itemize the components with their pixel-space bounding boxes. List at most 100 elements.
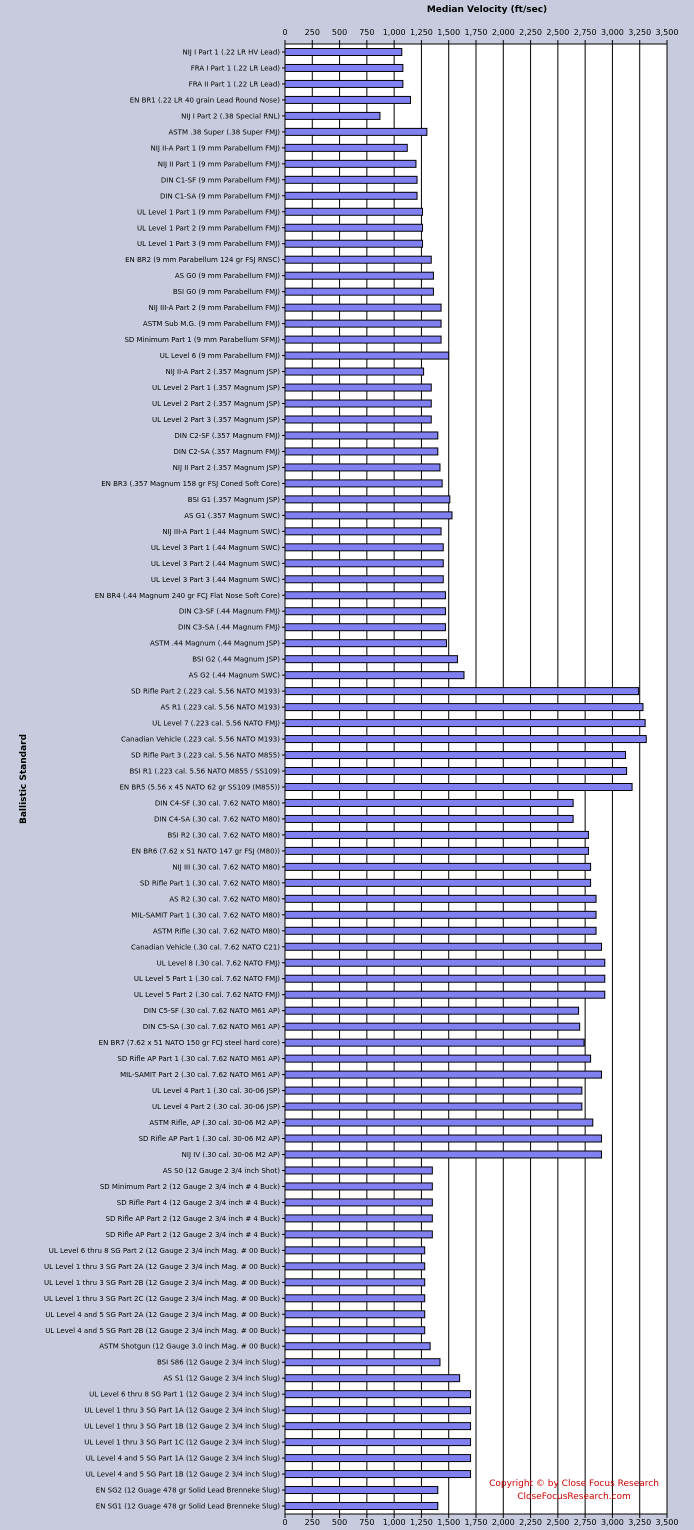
category-label: UL Level 3 Part 3 (.44 Magnum SWC)	[151, 576, 280, 584]
bar	[284, 335, 442, 344]
category-label: DIN C4-SF (.30 cal. 7.62 NATO M80)	[155, 799, 280, 807]
bar	[284, 1470, 472, 1479]
x-tick-label-bottom: 1,750	[465, 1518, 488, 1527]
bar	[284, 399, 432, 408]
category-label: EN SG1 (12 Guage 478 gr Solid Lead Brenn…	[96, 1503, 280, 1511]
x-tick-label-top: 1,500	[437, 28, 460, 37]
bar	[284, 127, 428, 136]
category-label: AS R2 (.30 cal. 7.62 NATO M80)	[169, 895, 280, 903]
category-label: UL Level 1 thru 3 SG Part 2C (12 Gauge 2…	[44, 1295, 280, 1303]
bar	[284, 1230, 433, 1239]
bar	[284, 1294, 426, 1303]
bar	[284, 1262, 426, 1271]
category-label: DIN C2-SF (.357 Magnum FMJ)	[174, 432, 280, 440]
category-label: UL Level 4 Part 1 (.30 cal. 30-06 JSP)	[152, 1087, 280, 1095]
x-tick-label-bottom: 250	[305, 1518, 320, 1527]
bar	[284, 415, 432, 424]
category-label: NIJ II Part 1 (9 mm Parabellum FMJ)	[158, 160, 281, 168]
bar	[284, 687, 640, 696]
x-tick-label-bottom: 2,250	[519, 1518, 542, 1527]
category-label: SD Minimum Part 2 (12 Gauge 2 3/4 inch #…	[100, 1183, 280, 1191]
category-label: FRA I Part 1 (.22 LR Lead)	[191, 64, 281, 72]
category-labels: NIJ I Part 1 (.22 LR HV Lead) FRA I Part …	[44, 48, 280, 1510]
x-tick-label-top: 750	[359, 28, 374, 37]
bar	[284, 383, 432, 392]
category-label: DIN C2-SA (.357 Magnum FMJ)	[174, 448, 281, 456]
category-label: BSI G2 (.44 Magnum JSP)	[192, 656, 280, 664]
x-tick-label-top: 0	[282, 28, 287, 37]
bar	[284, 1246, 426, 1255]
bar	[284, 1358, 441, 1367]
bar	[284, 1438, 472, 1447]
bar	[284, 910, 597, 919]
category-label: BSI R2 (.30 cal. 7.62 NATO M80)	[167, 831, 280, 839]
category-label: UL Level 2 Part 3 (.357 Magnum JSP)	[152, 416, 280, 424]
x-tick-label-top: 3,500	[656, 28, 679, 37]
category-label: MIL-SAMIT Part 1 (.30 cal. 7.62 NATO M80…	[131, 911, 280, 919]
category-label: SD Rifle Part 2 (.223 cal. 5.56 NATO M19…	[131, 688, 280, 696]
x-tick-label-bottom: 2,000	[492, 1518, 515, 1527]
bar	[284, 1102, 583, 1111]
bar	[284, 351, 450, 360]
chart-title: Median Velocity (ft/sec)	[427, 5, 547, 15]
category-label: BSI R1 (.223 cal. 5.56 NATO M855 / SS109…	[129, 768, 280, 776]
category-label: Canadian Vehicle (.223 cal. 5.56 NATO M1…	[121, 736, 280, 744]
bar	[284, 271, 434, 280]
bar	[284, 974, 606, 983]
category-label: EN BR2 (9 mm Parabellum 124 gr FSJ RNSC)	[125, 256, 280, 264]
bar	[284, 1054, 592, 1063]
category-label: DIN C4-SA (.30 cal. 7.62 NATO M80)	[154, 815, 280, 823]
bar	[284, 942, 603, 951]
category-label: UL Level 2 Part 2 (.357 Magnum JSP)	[152, 400, 280, 408]
category-label: ASTM Rifle (.30 cal. 7.62 NATO M80)	[153, 927, 280, 935]
bar	[284, 1278, 426, 1287]
category-label: UL Level 3 Part 1 (.44 Magnum SWC)	[151, 544, 280, 552]
bar	[284, 1214, 433, 1223]
bar	[284, 1006, 580, 1015]
bar	[284, 830, 589, 839]
category-label: MIL-SAMIT Part 2 (.30 cal. 7.62 NATO M61…	[120, 1071, 280, 1079]
x-tick-label-bottom: 3,250	[628, 1518, 651, 1527]
bar	[284, 1118, 594, 1127]
category-label: SD Rifle Part 1 (.30 cal. 7.62 NATO M80)	[140, 879, 280, 887]
category-label: UL Level 8 (.30 cal. 7.62 NATO FMJ)	[157, 959, 281, 967]
x-tick-label-bottom: 2,500	[546, 1518, 569, 1527]
bar	[284, 479, 443, 488]
category-label: DIN C3-SF (.44 Magnum FMJ)	[179, 608, 280, 616]
category-label: BSI G0 (9 mm Parabellum FMJ)	[173, 288, 280, 296]
bar	[284, 623, 446, 632]
x-tick-label-bottom: 1,250	[410, 1518, 433, 1527]
bar	[284, 1150, 603, 1159]
bar	[284, 303, 442, 312]
bar	[284, 1038, 585, 1047]
bar	[284, 1326, 426, 1335]
category-label: UL Level 1 Part 3 (9 mm Parabellum FMJ)	[137, 240, 280, 248]
category-label: BSI S86 (12 Gauge 2 3/4 inch Slug)	[157, 1359, 280, 1367]
bar	[284, 782, 633, 791]
category-label: ASTM Sub M.G. (9 mm Parabellum FMJ)	[143, 320, 280, 328]
category-label: NIJ III (.30 cal. 7.62 NATO M80)	[172, 863, 280, 871]
bar	[284, 846, 589, 855]
bar	[284, 367, 425, 376]
bar	[284, 1454, 472, 1463]
x-tick-label-bottom: 1,500	[437, 1518, 460, 1527]
bar	[284, 559, 444, 568]
bar	[284, 862, 592, 871]
category-label: UL Level 7 (.223 cal. 5.56 NATO FMJ)	[152, 720, 280, 728]
x-tick-label-top: 2,000	[492, 28, 515, 37]
bar	[284, 1390, 472, 1399]
bar	[284, 1310, 426, 1319]
bar	[284, 1134, 603, 1143]
x-tick-label-bottom: 0	[282, 1518, 287, 1527]
category-label: SD Rifle AP Part 2 (12 Gauge 2 3/4 inch …	[106, 1215, 281, 1223]
category-label: NIJ III-A Part 2 (9 mm Parabellum FMJ)	[148, 304, 280, 312]
category-label: NIJ III-A Part 1 (.44 Magnum SWC)	[162, 528, 280, 536]
x-axis-ticks: 0 0 250 250 500 500 750 750 1,000 1,000 1,250 1,250…	[282, 28, 678, 1527]
category-label: ASTM Shotgun (12 Gauge 3.0 inch Mag. # 0…	[99, 1343, 280, 1351]
category-label: EN BR3 (.357 Magnum 158 gr FSJ Coned Sof…	[101, 480, 280, 488]
category-label: UL Level 2 Part 1 (.357 Magnum JSP)	[152, 384, 280, 392]
bar	[284, 1022, 581, 1031]
bar	[284, 143, 408, 152]
bar	[284, 463, 441, 472]
